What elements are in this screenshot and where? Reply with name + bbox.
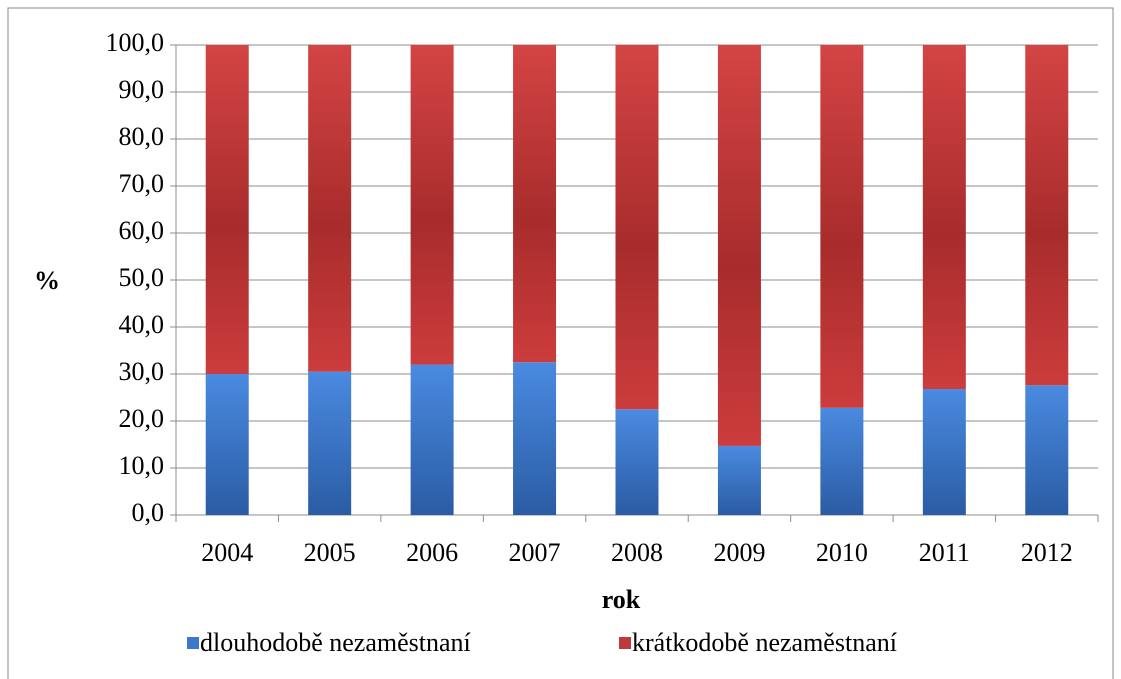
x-tick-label: 2010 xyxy=(816,538,868,567)
bar-segment xyxy=(205,374,249,515)
x-axis-label: rok xyxy=(602,585,641,614)
bar-segment xyxy=(308,371,352,515)
bar-segment xyxy=(1025,385,1069,515)
x-tick-label: 2005 xyxy=(304,538,356,567)
x-tick-label: 2004 xyxy=(201,538,253,567)
bar-segment xyxy=(1025,45,1069,386)
legend-label: dlouhodobě nezaměstnaní xyxy=(200,628,471,657)
y-axis-label: % xyxy=(34,266,60,295)
x-tick-label: 2006 xyxy=(406,538,458,567)
bar-segment xyxy=(615,409,659,515)
bar-segment xyxy=(205,45,249,374)
bar-segment xyxy=(513,362,557,515)
y-tick-label: 90,0 xyxy=(119,75,165,104)
bar-segment xyxy=(922,389,966,515)
y-tick-label: 80,0 xyxy=(119,122,165,151)
legend-label: krátkodobě nezaměstnaní xyxy=(632,628,897,657)
x-tick-label: 2008 xyxy=(611,538,663,567)
bar-segment xyxy=(820,407,864,515)
x-tick-label: 2009 xyxy=(713,538,765,567)
y-tick-label: 70,0 xyxy=(119,169,165,198)
x-tick-label: 2012 xyxy=(1021,538,1073,567)
bar-segment xyxy=(717,445,761,515)
bar-segment xyxy=(410,45,454,365)
chart-frame xyxy=(7,7,1114,679)
y-tick-label: 20,0 xyxy=(119,404,165,433)
y-tick-label: 0,0 xyxy=(132,498,165,527)
bar-segment xyxy=(615,45,659,410)
legend-swatch xyxy=(187,637,199,649)
legend-swatch xyxy=(619,637,631,649)
bar-segment xyxy=(410,364,454,515)
y-tick-label: 50,0 xyxy=(119,263,165,292)
y-tick-label: 60,0 xyxy=(119,216,165,245)
bar-segment xyxy=(717,45,761,446)
bar-segment xyxy=(513,45,557,363)
y-tick-label: 10,0 xyxy=(119,451,165,480)
y-tick-label: 30,0 xyxy=(119,357,165,386)
y-tick-label: 100,0 xyxy=(106,28,165,57)
y-tick-label: 40,0 xyxy=(119,310,165,339)
x-tick-label: 2007 xyxy=(509,538,561,567)
x-tick-label: 2011 xyxy=(919,538,970,567)
bar-segment xyxy=(820,45,864,408)
bar-segment xyxy=(922,45,966,390)
bar-segment xyxy=(308,45,352,372)
